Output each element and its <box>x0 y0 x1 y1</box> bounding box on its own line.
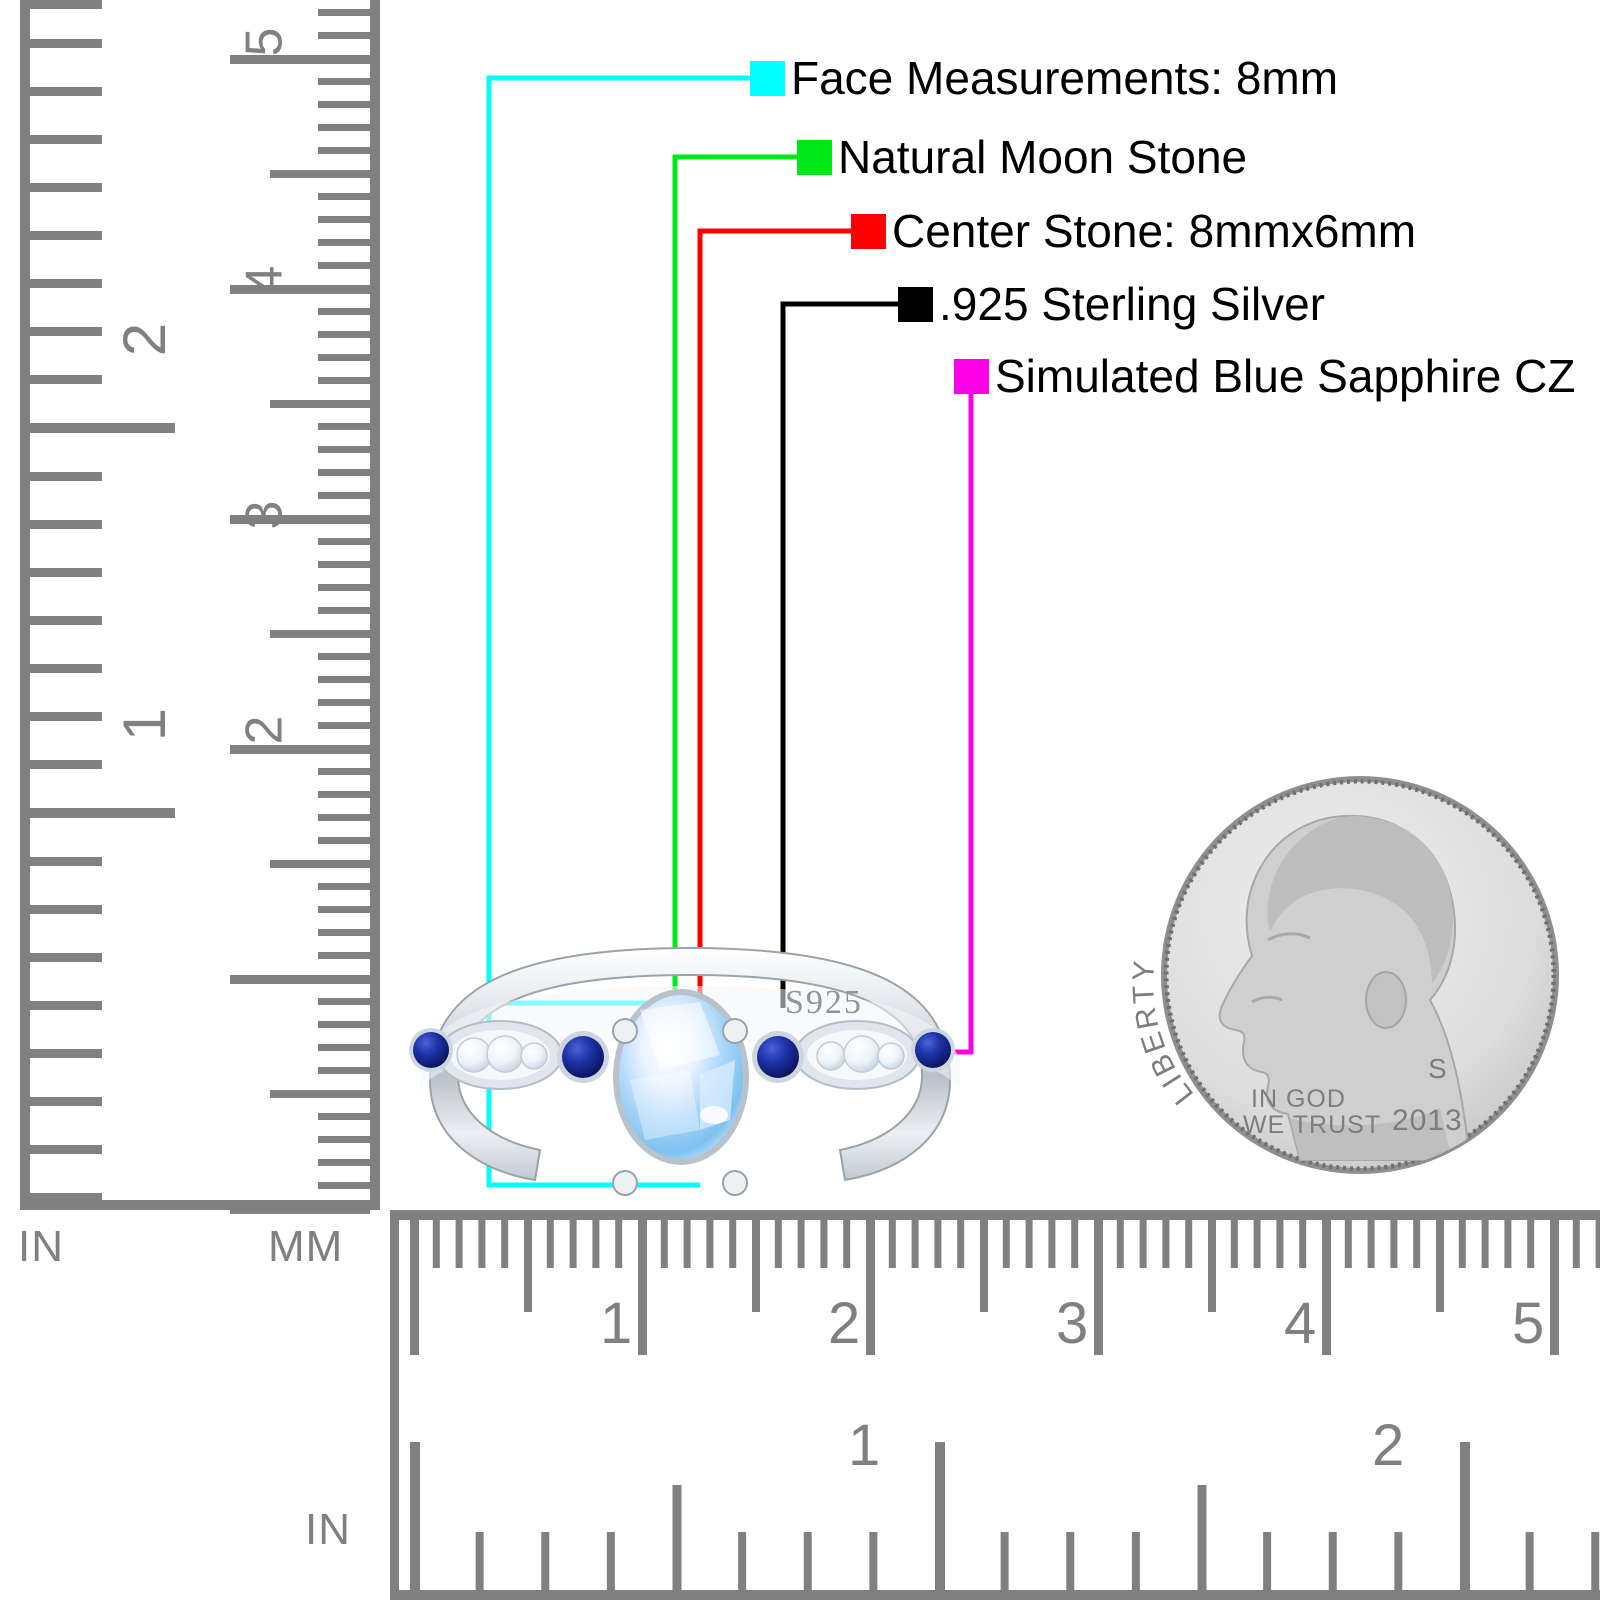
sapphire-far-left <box>409 1028 453 1072</box>
legend-swatch-natural-moon-stone <box>797 139 832 175</box>
right-cz-cluster <box>794 1020 920 1090</box>
sapphire-left <box>557 1031 609 1083</box>
moonstone-prongs <box>612 1018 748 1196</box>
legend-label-simulated-blue-sapphire-cz: Simulated Blue Sapphire CZ <box>995 350 1576 402</box>
legend-label-natural-moon-stone: Natural Moon Stone <box>838 131 1248 183</box>
horizontal-cm-ruler-group <box>390 1210 1600 1355</box>
mm-ruler-spine <box>370 0 380 1210</box>
legend-swatch-face-measurements <box>750 60 785 96</box>
sapphire-right <box>752 1031 804 1083</box>
inch-ruler-number-2: 2 <box>111 322 179 357</box>
inch-ruler-ticks <box>30 0 175 1202</box>
center-moonstone <box>613 989 749 1165</box>
coin-year: 2013 <box>1392 1104 1463 1137</box>
inch-bottom-number-1: 1 <box>848 1413 881 1478</box>
legend-item-natural-moon-stone: Natural Moon Stone <box>797 134 1247 180</box>
vertical-ruler-group <box>20 0 380 1210</box>
horizontal-inch-ruler-group <box>390 1210 1600 1600</box>
inch-unit-label-left: IN <box>18 1222 64 1271</box>
sterling-silver-leader <box>780 301 898 1008</box>
legend-item-sterling-silver: .925 Sterling Silver <box>898 281 1325 327</box>
center-stone-leader <box>697 228 851 1080</box>
vertical-divider <box>390 1210 399 1600</box>
inch-unit-label-bottom: IN <box>305 1505 351 1554</box>
inch-ruler-spine <box>20 0 30 1200</box>
legend-swatch-center-stone <box>851 213 886 249</box>
legend-item-simulated-blue-sapphire-cz: Simulated Blue Sapphire CZ <box>954 353 1575 399</box>
cm-ruler-number-3: 3 <box>1056 1291 1089 1356</box>
left-cz-cluster <box>437 1020 563 1090</box>
inch-bottom-spine <box>390 1590 1600 1600</box>
ring-illustration <box>409 946 960 1196</box>
inch-ruler-number-1: 1 <box>111 707 179 742</box>
mm-ruler-ticks <box>230 9 370 1214</box>
coin-mint-mark: S <box>1428 1053 1447 1084</box>
vertical-ruler-base <box>20 1200 380 1210</box>
mm-ruler-number-5: 5 <box>235 27 294 57</box>
cm-ruler-number-5: 5 <box>1512 1291 1545 1356</box>
mm-ruler-number-4: 4 <box>235 265 294 295</box>
mm-ruler-number-2: 2 <box>235 715 294 745</box>
sapphire-far-right <box>911 1028 955 1072</box>
cm-ruler-number-2: 2 <box>828 1291 861 1356</box>
legend-label-sterling-silver: .925 Sterling Silver <box>939 278 1326 330</box>
cm-ruler-number-1: 1 <box>600 1291 633 1356</box>
us-dime-illustration: LIBERTY IN GOD WE TRUST 2013 S <box>1127 776 1559 1174</box>
moonstone-leader <box>672 154 797 1080</box>
cm-ruler-spine <box>390 1210 1600 1220</box>
legend-label-center-stone: Center Stone: 8mmx6mm <box>892 205 1417 257</box>
metal-stamp-text: S925 <box>785 984 863 1021</box>
mm-unit-label: MM <box>268 1222 344 1271</box>
coin-motto-line2: WE TRUST <box>1243 1111 1381 1139</box>
legend-item-face-measurements: Face Measurements: 8mm <box>750 55 1338 101</box>
legend-swatch-sterling-silver <box>898 286 933 322</box>
cm-ruler-number-4: 4 <box>1284 1291 1317 1356</box>
legend-item-center-stone: Center Stone: 8mmx6mm <box>851 208 1416 254</box>
legend-label-face-measurements: Face Measurements: 8mm <box>791 52 1339 104</box>
legend-swatch-simulated-blue-sapphire-cz <box>954 358 989 394</box>
coin-motto-line1: IN GOD <box>1251 1085 1346 1113</box>
sapphire-leader <box>930 376 974 1055</box>
mm-ruler-number-3: 3 <box>235 500 294 530</box>
inch-bottom-number-2: 2 <box>1372 1413 1405 1478</box>
